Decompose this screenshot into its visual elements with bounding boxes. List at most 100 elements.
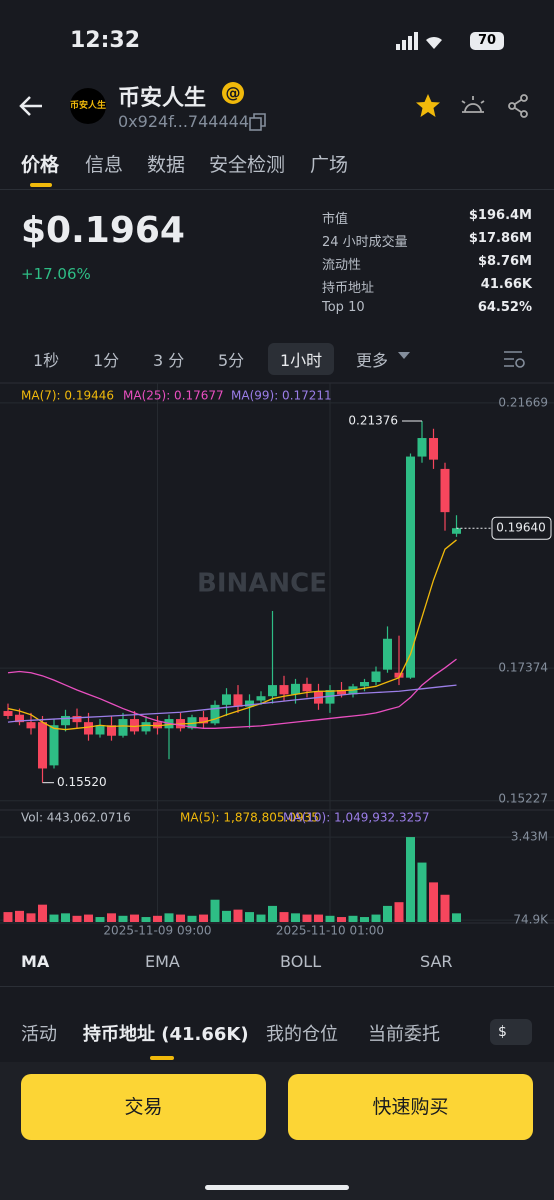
volume-bar <box>199 914 208 922</box>
volume-bar <box>130 914 139 922</box>
copy-icon[interactable] <box>248 112 268 132</box>
candle-body <box>383 638 392 670</box>
volume-bar <box>314 914 323 922</box>
interval[interactable]: 1小时 <box>268 343 335 375</box>
currency-toggle[interactable]: $ <box>490 1019 532 1045</box>
indicator-tab[interactable]: SAR <box>420 952 453 971</box>
volume-bar <box>360 917 369 922</box>
ma-legend: MA(99): 0.17211 <box>231 389 332 403</box>
divider <box>0 189 554 190</box>
candle-body <box>233 694 243 707</box>
candle-body <box>3 711 13 716</box>
indicator-tab[interactable]: BOLL <box>280 952 322 971</box>
battery: 70 <box>470 32 504 50</box>
tab[interactable]: 广场 <box>310 154 349 176</box>
tab[interactable]: 信息 <box>85 154 124 176</box>
candle-body <box>268 685 277 697</box>
v-tick-label: 3.43M <box>511 830 548 844</box>
volume-legend: Vol: 443,062.0716 <box>21 811 131 825</box>
volume-legend: MA(5): 1,878,805.0935 <box>180 811 319 825</box>
indicator-tab[interactable]: MA <box>21 952 50 971</box>
volume-bar <box>164 913 174 922</box>
candle-body <box>199 717 208 724</box>
candle-body <box>337 690 346 695</box>
chart-settings[interactable] <box>502 348 526 370</box>
candle-body <box>291 683 300 695</box>
candle-body <box>279 685 289 695</box>
interval[interactable]: 1秒 <box>33 351 60 370</box>
action-button[interactable]: 快速购买 <box>288 1074 533 1140</box>
candle-body <box>302 683 312 692</box>
volume-bar <box>440 894 450 922</box>
volume-bar <box>107 913 116 922</box>
last-price-tag <box>491 516 552 540</box>
volume-bar <box>95 917 105 922</box>
interval[interactable]: 3 分 <box>153 351 185 370</box>
volume-bar <box>371 914 381 922</box>
divider <box>0 986 554 987</box>
y-tick-label: 0.15227 <box>498 791 548 805</box>
candle-body <box>84 722 93 735</box>
volume-bar <box>429 882 438 922</box>
volume-bar <box>302 914 312 922</box>
volume-bar <box>417 862 427 922</box>
volume-bar <box>279 912 289 922</box>
candle-body <box>440 468 450 513</box>
tab[interactable]: 价格 <box>21 154 60 176</box>
volume-bar <box>406 837 415 922</box>
bottom-tab[interactable]: 当前委托 <box>368 1024 440 1045</box>
candle-body <box>222 694 231 705</box>
volume-bar <box>256 914 266 922</box>
y-tick-label: 0.17374 <box>498 661 548 675</box>
candle-body <box>417 438 427 457</box>
token-logo: 币安人生 <box>70 88 106 124</box>
candle-body <box>38 722 47 769</box>
tab[interactable]: 安全检测 <box>209 154 286 176</box>
high-label: 0.21376 <box>348 413 398 427</box>
tab[interactable]: 数据 <box>147 154 186 176</box>
candle-body <box>210 704 220 724</box>
candle-body <box>406 456 415 678</box>
volume-bar <box>3 912 13 922</box>
interval[interactable]: 更多 <box>356 351 389 370</box>
low-label: 0.15520 <box>57 775 107 789</box>
volume-bar <box>245 912 254 922</box>
x-tick-label: 2025-11-10 01:00 <box>276 924 384 938</box>
bottom-tab[interactable]: 持币地址 (41.66K) <box>83 1024 249 1045</box>
candle-body <box>49 725 59 766</box>
stat-value: $196.4M <box>468 208 532 223</box>
volume-bar <box>222 910 231 922</box>
ma-line <box>7 539 457 731</box>
volume-legend: MA(10): 1,049,932.3257 <box>283 811 429 825</box>
volume-bar <box>26 913 36 922</box>
volume-bar <box>452 913 461 922</box>
indicator-tab[interactable]: EMA <box>145 952 180 971</box>
candle-body <box>61 715 70 726</box>
candle-body <box>256 696 266 701</box>
candle-body <box>72 715 82 723</box>
bottom-tab[interactable]: 我的仓位 <box>266 1024 338 1045</box>
candle-body <box>130 719 139 732</box>
volume-bar <box>233 909 243 922</box>
volume-bar <box>348 915 358 922</box>
candle-body <box>118 719 128 736</box>
candle-body <box>107 725 116 736</box>
header-actions[interactable] <box>414 92 534 122</box>
volume-bar <box>187 915 197 922</box>
home-indicator <box>205 1185 349 1190</box>
ma-line <box>7 658 457 729</box>
status-icons <box>396 32 442 50</box>
interval[interactable]: 1分 <box>93 351 120 370</box>
stat-value: 64.52% <box>477 300 532 315</box>
watermark: BINANCE <box>197 569 327 599</box>
action-button[interactable]: 交易 <box>21 1074 266 1140</box>
stat-value: $8.76M <box>477 254 532 269</box>
bottom-tab[interactable]: 活动 <box>21 1024 57 1045</box>
stat-value: $17.86M <box>468 231 532 246</box>
stat-value: 41.66K <box>480 277 532 292</box>
last-price-label: 0.19640 <box>496 521 546 535</box>
tab-indicator <box>150 1056 174 1060</box>
back-button[interactable] <box>18 94 44 118</box>
interval[interactable]: 5分 <box>218 351 245 370</box>
